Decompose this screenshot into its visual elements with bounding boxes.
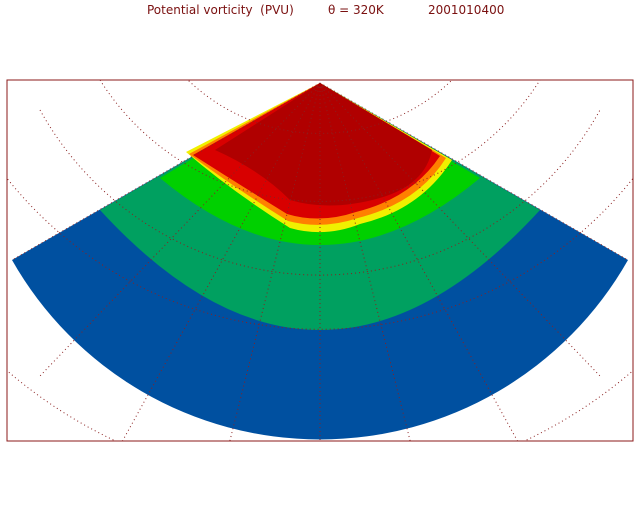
parallel	[7, 177, 633, 330]
parallel	[187, 80, 453, 134]
meridians	[11, 82, 629, 441]
map-area	[7, 80, 633, 441]
map-frame	[6, 79, 634, 442]
title-field: Potential vorticity (PVU)	[147, 3, 294, 17]
parallel	[39, 109, 601, 276]
title-level: θ = 320K	[328, 3, 385, 17]
graticule	[7, 80, 633, 441]
title-time: 2001010400	[428, 3, 504, 17]
